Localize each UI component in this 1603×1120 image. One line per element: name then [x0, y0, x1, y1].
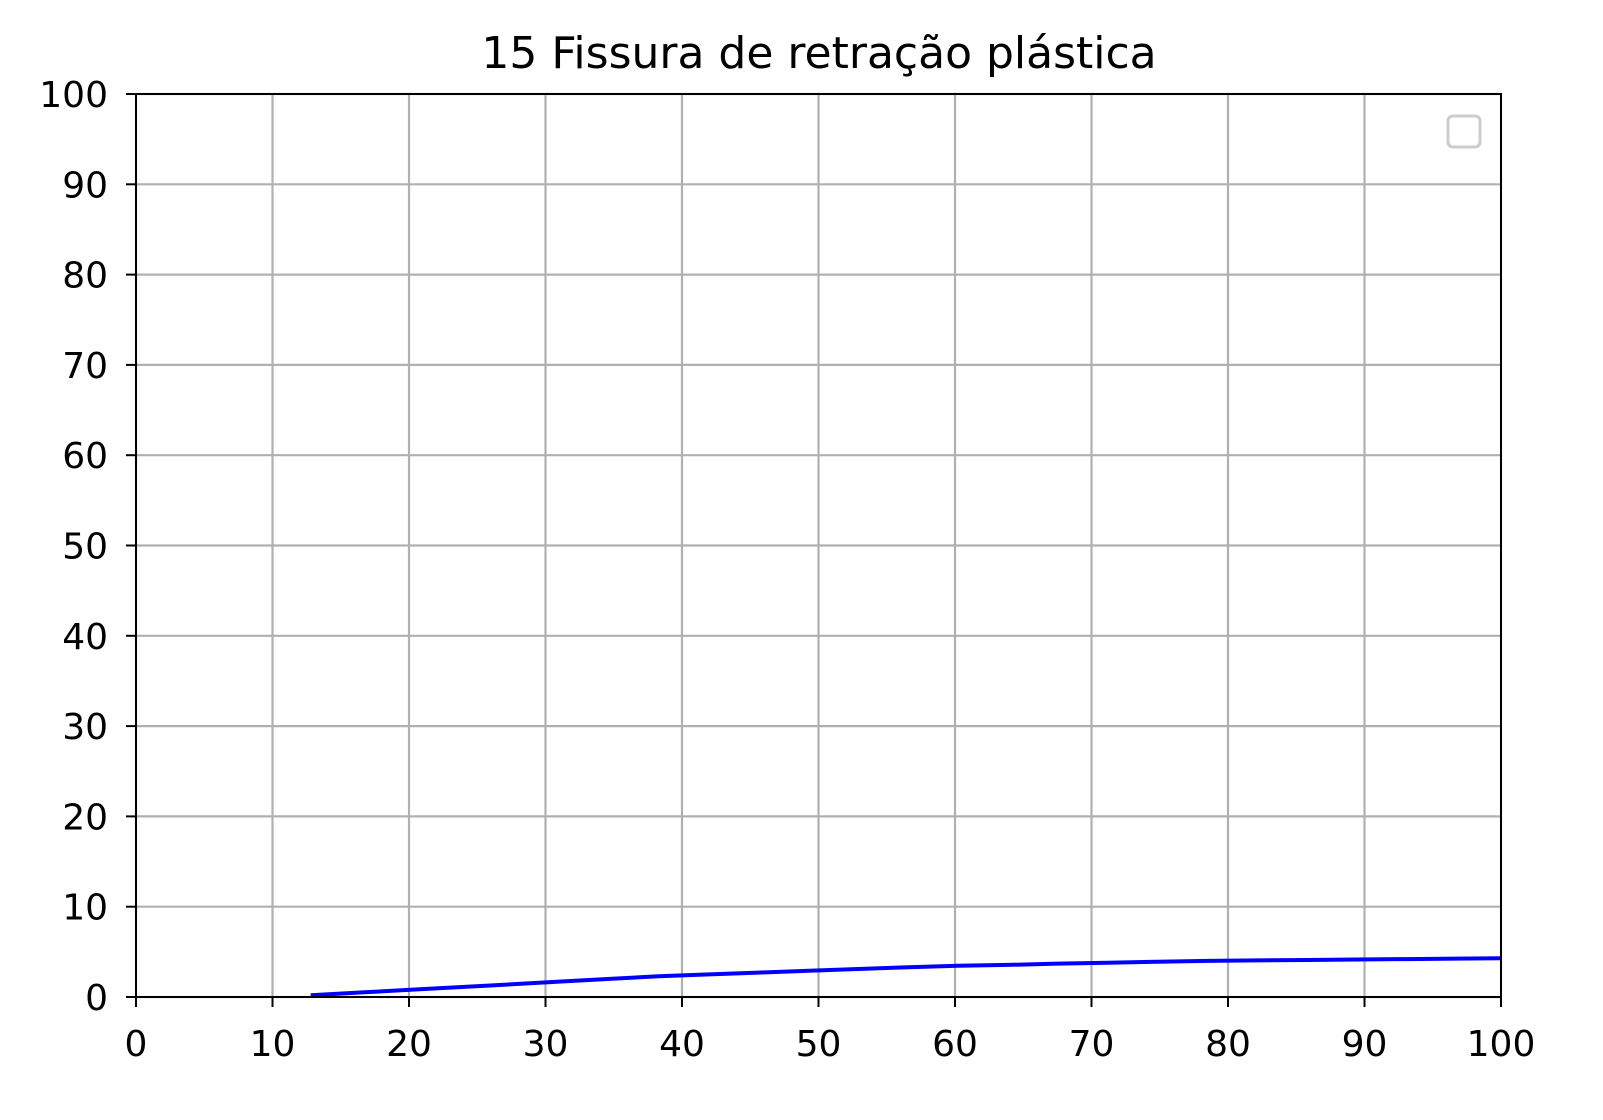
x-tick-label: 60 — [932, 1024, 978, 1065]
y-tick-label: 50 — [62, 527, 108, 568]
x-tick-label: 70 — [1069, 1024, 1115, 1065]
chart-title: 15 Fissura de retração plástica — [481, 28, 1156, 79]
y-tick-label: 100 — [39, 75, 108, 116]
y-tick-label: 10 — [62, 888, 108, 929]
y-tick-label: 60 — [62, 436, 108, 477]
x-tick-label: 20 — [386, 1024, 432, 1065]
axis-ticks: 0 10 20 30 40 50 60 70 80 90 100 0 10 20 30 40 50 60 70 80 9… — [39, 75, 1535, 1065]
y-tick-label: 0 — [85, 978, 108, 1019]
x-tick-label: 90 — [1342, 1024, 1388, 1065]
y-tick-label: 70 — [62, 346, 108, 387]
x-tick-label: 80 — [1205, 1024, 1251, 1065]
x-tick-label: 40 — [659, 1024, 705, 1065]
y-tick-label: 20 — [62, 797, 108, 838]
series-line — [310, 956, 1502, 998]
y-tick-label: 80 — [62, 256, 108, 297]
x-tick-label: 50 — [796, 1024, 842, 1065]
y-tick-label: 40 — [62, 617, 108, 658]
x-tick-label: 100 — [1467, 1024, 1536, 1065]
y-tick-label: 30 — [62, 707, 108, 748]
x-tick-label: 0 — [125, 1024, 148, 1065]
y-tick-label: 90 — [62, 165, 108, 206]
legend-box — [1446, 114, 1482, 149]
x-tick-label: 10 — [250, 1024, 296, 1065]
x-tick-label: 30 — [523, 1024, 569, 1065]
plot-series — [310, 956, 1502, 998]
legend — [1446, 114, 1482, 149]
